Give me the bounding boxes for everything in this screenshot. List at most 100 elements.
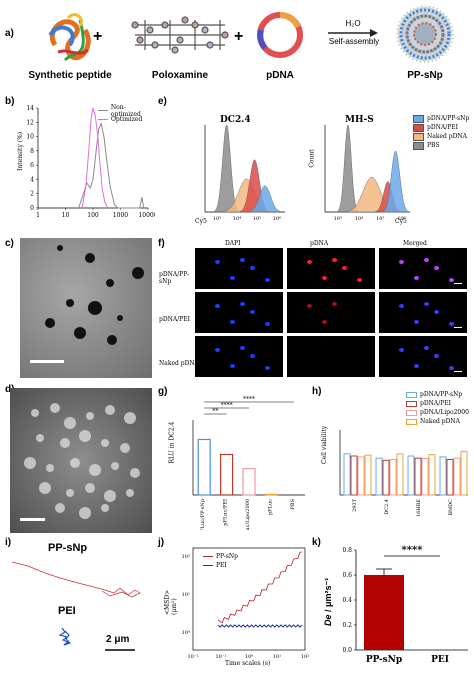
dc24-x-tick-label: 10⁵	[253, 216, 261, 222]
cell-nucleus-dot	[215, 260, 220, 264]
g-category-label: pFLuc	[267, 499, 273, 515]
b-y-tick-label: 0	[30, 205, 34, 212]
h-bar	[364, 454, 372, 496]
cell-nucleus-dot	[414, 364, 419, 368]
confocal-image	[379, 292, 467, 333]
b-x-tick-label: 100	[87, 212, 99, 219]
h-bar	[407, 455, 415, 496]
sem-particle	[104, 490, 116, 502]
panel-label-e: e)	[158, 96, 167, 107]
j-x-tick-label: 10²	[301, 654, 309, 660]
h-bar	[350, 455, 358, 496]
confocal-image	[379, 248, 467, 289]
viability-bar-svg: 293T DC2.4 16HBE BMDC	[339, 430, 468, 517]
g-bar-1	[219, 453, 234, 496]
flow-xlabel-1: Cy5	[195, 218, 207, 225]
cell-nucleus-dot	[332, 302, 337, 306]
plus-sign-2: +	[234, 28, 244, 45]
mhs-hist-0	[337, 124, 359, 213]
legend-item-pei: pDNA/PEI	[413, 123, 469, 132]
g-bar-3	[264, 493, 279, 496]
caption-poloxamine: Poloxamine	[151, 70, 209, 81]
cell-nucleus-dot	[250, 310, 255, 314]
b-y-tick-label: 12	[26, 119, 34, 126]
mhs-x-tick-label: 10³	[334, 216, 342, 222]
flow-ylabel: Count	[308, 149, 316, 168]
h-bar	[428, 454, 436, 496]
legend-h-naked: Naked pDNA	[406, 417, 469, 426]
confocal-scale-bar	[454, 327, 462, 328]
confocal-col-merged: Merged	[403, 240, 427, 247]
legend-h-pei: pDNA/PEI	[406, 399, 469, 408]
plus-sign-1: +	[93, 28, 103, 45]
confocal-image	[195, 336, 283, 377]
cell-nucleus-dot	[449, 322, 454, 326]
k-sig-label: ****	[402, 545, 424, 556]
cell-nucleus-dot	[342, 266, 347, 270]
cell-nucleus-dot	[230, 276, 235, 280]
panel-label-h: h)	[312, 386, 322, 397]
sem-particle	[130, 468, 140, 478]
b-series-line-1	[81, 107, 109, 209]
confocal-scale-bar	[454, 283, 462, 284]
sem-particle	[79, 430, 91, 442]
h-category-label: 293T	[352, 498, 358, 512]
confocal-image	[195, 248, 283, 289]
sem-particle	[85, 483, 95, 493]
k-y-tick-label: 0.8	[342, 547, 352, 554]
h-bar	[414, 457, 422, 496]
mhs-x-tick-label: 10⁶	[397, 216, 405, 222]
dc24-hist-0	[214, 124, 239, 213]
h-bar	[357, 456, 365, 496]
j-series-pp-snp	[217, 551, 303, 624]
dc24-x-tick-label: 10⁶	[273, 216, 281, 222]
g-bar-0	[197, 438, 211, 496]
dc24-x-tick-label: 10³	[213, 216, 221, 222]
sem-particle	[31, 409, 39, 417]
cell-nucleus-dot	[342, 310, 347, 314]
cell-nucleus-dot	[230, 320, 235, 324]
sem-particle	[89, 464, 101, 476]
cell-nucleus-dot	[265, 278, 270, 282]
j-x-tick-label: 10¹	[273, 654, 281, 660]
confocal-image	[379, 336, 467, 377]
flow-xlabel-2: Cy5	[395, 218, 407, 225]
legend-h-lipo: pDNA/Lipo2000	[406, 408, 469, 417]
flow-cytometry-svg: 10³ 10⁴ 10⁵ 10⁶ 10³ 10⁴ 10⁵ 10⁶	[204, 124, 410, 222]
panel-j-ylabel: <MSD> (μm²)	[164, 589, 178, 615]
confocal-col-dapi: DAPI	[225, 240, 241, 247]
cell-nucleus-dot	[399, 348, 404, 352]
confocal-row-pei: pDNA/PEI	[159, 316, 191, 323]
j-y-tick-label: 10²	[182, 554, 190, 560]
h-category-label: 16HBE	[416, 499, 422, 517]
mhs-x-tick-label: 10⁴	[355, 216, 363, 222]
b-x-tick-label: 10	[62, 212, 70, 219]
b-x-tick-label: 1000	[113, 212, 128, 219]
h-bar	[343, 453, 351, 496]
g-sig-label: **	[212, 408, 218, 415]
confocal-image	[287, 248, 375, 289]
panel-k-de-chart: 0.0 0.2 0.4 0.6 0.8 PP-sNp PEI **** De / μm²s⁻¹	[318, 540, 473, 670]
confocal-row-pp-snp: pDNA/PP-sNp	[159, 271, 190, 285]
confocal-image	[287, 292, 375, 333]
pei-trajectory-path	[58, 627, 72, 646]
pdna-plasmid-icon	[257, 12, 303, 58]
flow-legend: pDNA/PP-sNp pDNA/PEI Naked pDNA PBS	[413, 114, 469, 150]
h-bar	[446, 458, 454, 496]
sem-particle	[60, 438, 70, 448]
legend-j-pei: PEI	[203, 561, 238, 570]
h-bar	[389, 458, 397, 496]
k-category-label: PP-sNp	[366, 655, 402, 665]
sem-particle	[64, 417, 76, 429]
legend-item-naked: Naked pDNA	[413, 132, 469, 141]
confocal-scale-bar	[454, 371, 462, 372]
sem-particle	[126, 489, 134, 497]
cell-nucleus-dot	[265, 322, 270, 326]
panel-label-g: g)	[158, 386, 168, 397]
de-bar-svg: 0.0 0.2 0.4 0.6 0.8 PP-sNp PEI ****	[342, 545, 468, 665]
mhs-x-tick-label: 10⁵	[376, 216, 384, 222]
confocal-image	[287, 336, 375, 377]
k-y-tick-label: 0.0	[342, 647, 352, 654]
cell-nucleus-dot	[307, 260, 312, 264]
